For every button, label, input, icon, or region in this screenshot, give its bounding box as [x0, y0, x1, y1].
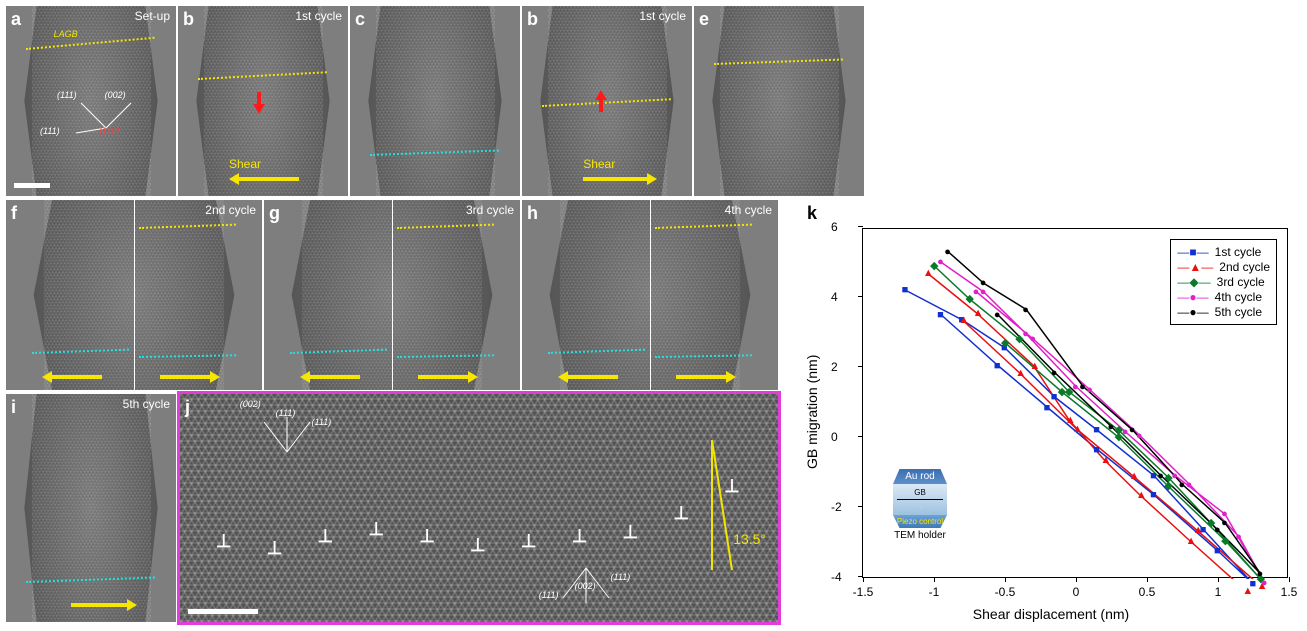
panel-caption: Set-up [135, 9, 170, 23]
migration-arrow-icon [253, 92, 265, 114]
figure-root: a Set-up LAGB (111)(002)(111)[110] b 1st… [0, 0, 1307, 631]
data-point: ▲ [1186, 537, 1194, 545]
data-point: ● [1179, 481, 1187, 489]
shear-arrow-icon [676, 371, 736, 383]
panel-j: j⊥⊥⊥⊥⊥⊥⊥⊥⊥⊥⊥(002)(111)(111)(111)(002)(11… [180, 394, 778, 622]
shear-arrow-icon [71, 599, 137, 611]
panel-i: i5th cycle [6, 394, 176, 622]
dislocation-icon: ⊥ [267, 538, 283, 559]
data-point: ■ [1214, 547, 1222, 555]
data-point: ■ [1044, 404, 1052, 412]
data-point: ● [1029, 335, 1037, 343]
dislocation-icon: ⊥ [368, 519, 384, 540]
data-point: ▲ [1129, 472, 1137, 480]
shear-arrow-icon [418, 371, 478, 383]
shear-arrow-icon [300, 371, 360, 383]
panel-e: e [694, 6, 864, 196]
data-point: ● [1186, 481, 1194, 489]
tem-holder-inset: Au rod GB→ Piezo control TEM holder [893, 469, 947, 541]
x-axis-label: Shear displacement (nm) [802, 606, 1300, 622]
panel-b: b 1st cycle Shear [522, 6, 692, 196]
migration-arrow-icon [595, 90, 607, 112]
shear-arrow-icon [42, 371, 102, 383]
panel-b: b 1st cycle Shear [178, 6, 348, 196]
data-point: ● [1136, 432, 1144, 440]
dislocation-icon: ⊥ [419, 526, 435, 547]
data-point: ▲ [1193, 526, 1201, 534]
y-axis-label: GB migration (nm) [804, 200, 820, 624]
dislocation-icon: ⊥ [521, 531, 537, 552]
data-point: ● [1129, 426, 1137, 434]
data-point: ◆ [1221, 537, 1229, 545]
data-point: ◆ [1058, 388, 1066, 396]
panel-label: b [183, 9, 194, 30]
panel-label: b [527, 9, 538, 30]
data-point: ▲ [973, 309, 981, 317]
data-point: ■ [902, 286, 910, 294]
data-point: ● [1157, 472, 1165, 480]
shear-arrow-icon [229, 173, 299, 185]
data-point: ● [944, 248, 952, 256]
panel-k: k-1.5-1-0.500.511.5-4-20246■■■■■■■■■■■■■… [802, 200, 1300, 624]
shear-arrow-icon [160, 371, 220, 383]
dislocation-icon: ⊥ [623, 522, 639, 543]
data-point: ■ [994, 362, 1002, 370]
data-point: ● [1261, 579, 1269, 587]
panel-caption: 1st cycle [639, 9, 686, 23]
data-point: ● [994, 311, 1002, 319]
data-point: ● [1235, 533, 1243, 541]
data-point: ▲ [958, 316, 966, 324]
data-point: ▲ [1136, 491, 1144, 499]
dislocation-icon: ⊥ [216, 531, 232, 552]
panel-label: a [11, 9, 21, 30]
panel-h: h 4th cycle [522, 200, 778, 390]
data-point: ● [1079, 383, 1087, 391]
chart-legend: —■—1st cycle—▲—2nd cycle—◆—3rd cycle—●—4… [1170, 239, 1277, 325]
data-point: ● [980, 279, 988, 287]
panel-f: f 2nd cycle [6, 200, 262, 390]
panel-label: c [355, 9, 365, 30]
data-point: ■ [1150, 491, 1158, 499]
data-point: ▲ [1072, 425, 1080, 433]
chart-plot-area: -1.5-1-0.500.511.5-4-20246■■■■■■■■■■■■■■… [862, 228, 1288, 578]
dislocation-icon: ⊥ [318, 526, 334, 547]
data-point: ■ [1093, 446, 1101, 454]
data-point: ● [1022, 306, 1030, 314]
data-point: ◆ [1164, 482, 1172, 490]
data-point: ● [1108, 423, 1116, 431]
panel-caption: 1st cycle [295, 9, 342, 23]
panel-a: a Set-up LAGB (111)(002)(111)[110] [6, 6, 176, 196]
data-point: ■ [1093, 426, 1101, 434]
data-point: ■ [937, 311, 945, 319]
dislocation-icon: ⊥ [572, 526, 588, 547]
data-point: ● [937, 258, 945, 266]
panel-c: c [350, 6, 520, 196]
dislocation-icon: ⊥ [470, 535, 486, 556]
data-point: ● [1214, 526, 1222, 534]
data-point: ● [1051, 369, 1059, 377]
data-point: ● [1221, 519, 1229, 527]
panel-label: e [699, 9, 709, 30]
data-point: ▲ [1015, 369, 1023, 377]
data-point: ◆ [1001, 339, 1009, 347]
shear-arrow-icon [583, 173, 657, 185]
data-point: ● [1257, 570, 1265, 578]
data-point: ▲ [1242, 587, 1250, 595]
data-point: ▲ [1029, 362, 1037, 370]
data-point: ● [1086, 386, 1094, 394]
shear-arrow-icon [558, 371, 618, 383]
data-point: ▲ [1100, 456, 1108, 464]
panel-g: g 3rd cycle [264, 200, 520, 390]
